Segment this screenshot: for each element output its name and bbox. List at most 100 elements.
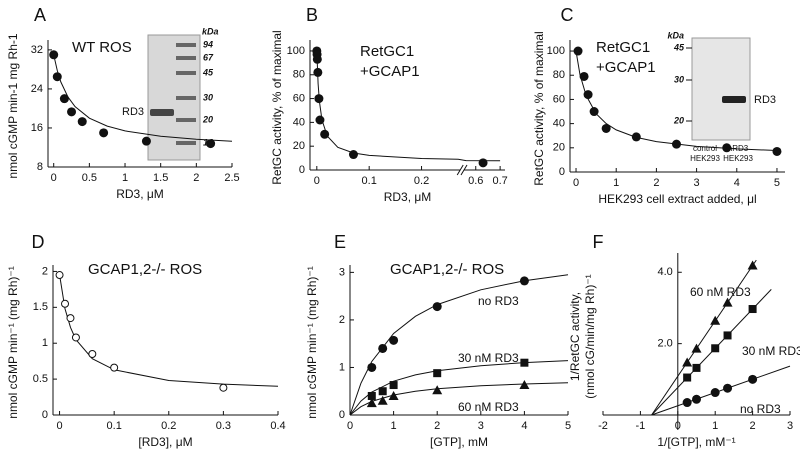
series-label: 60 nM RD3 xyxy=(690,285,751,299)
marker xyxy=(141,136,151,146)
gel-band-label: RD3 xyxy=(122,106,144,118)
y-axis-label: (nmol cG/min/mg Rh)⁻¹ xyxy=(583,274,597,398)
y-tick-label: 2 xyxy=(339,314,345,326)
gel-ladder-band xyxy=(176,96,196,100)
series-label: no RD3 xyxy=(740,402,781,416)
marker xyxy=(61,299,70,308)
gel-marker-label: 30 xyxy=(203,92,213,102)
marker xyxy=(722,297,733,307)
gel-lane-label: HEK293 xyxy=(723,154,753,163)
marker xyxy=(206,139,216,149)
panel-letter: C xyxy=(561,5,574,25)
y-tick-label: 1.5 xyxy=(33,301,48,313)
y-tick-label: 80 xyxy=(293,69,305,81)
y-tick-label: 0.5 xyxy=(33,373,48,385)
gel-ladder-band xyxy=(176,141,196,145)
y-tick-label: 24 xyxy=(31,83,43,95)
marker xyxy=(314,94,324,104)
marker xyxy=(722,143,732,153)
x-tick-label: 1 xyxy=(122,172,128,184)
gel-lane-label: HEK293 xyxy=(690,154,720,163)
marker xyxy=(55,271,64,280)
marker xyxy=(59,94,69,104)
panel: F -2 -1 0 1 2 3 2.0 4.0 1/[GTP], mM⁻¹ 1/RetGC acti… xyxy=(568,232,800,449)
x-tick-label: 0 xyxy=(675,420,681,432)
marker xyxy=(520,358,529,367)
marker xyxy=(711,344,720,353)
marker xyxy=(682,357,693,367)
marker xyxy=(378,387,387,396)
x-tick-label: 0.2 xyxy=(161,420,176,432)
annotation: WT ROS xyxy=(72,39,132,56)
marker xyxy=(313,67,323,77)
marker xyxy=(683,373,692,382)
panel-letter: D xyxy=(32,232,45,252)
gel-ladder-band xyxy=(176,118,196,122)
x-tick-label: 3 xyxy=(478,420,484,432)
series-label: no RD3 xyxy=(478,294,519,308)
marker xyxy=(433,369,442,378)
x-tick-label: 1.5 xyxy=(153,172,168,184)
y-axis-label: nmol cGMP min⁻¹ (mg Rh)⁻¹ xyxy=(305,266,319,418)
marker xyxy=(519,276,529,286)
series-label: 30 nM RD3 xyxy=(742,344,800,358)
marker xyxy=(66,314,75,323)
x-tick-label: 0 xyxy=(56,420,62,432)
gel-band xyxy=(722,96,746,103)
x-tick-label: 1 xyxy=(613,177,619,189)
marker xyxy=(377,395,388,405)
gel-marker-label: 94 xyxy=(203,39,213,49)
y-tick-label: 4.0 xyxy=(658,266,673,278)
marker xyxy=(631,132,641,142)
gel-ladder-band xyxy=(176,71,196,75)
gel-band-label: RD3 xyxy=(754,94,776,106)
x-tick-label: 0.7 xyxy=(492,175,507,187)
marker xyxy=(88,349,97,358)
marker xyxy=(388,390,399,400)
y-tick-label: 100 xyxy=(547,45,565,57)
marker xyxy=(691,343,702,353)
x-tick-label: 2 xyxy=(193,172,199,184)
y-tick-label: 0 xyxy=(299,164,305,176)
y-tick-label: 2 xyxy=(42,265,48,277)
x-tick-label: 2 xyxy=(653,177,659,189)
marker xyxy=(320,129,330,139)
x-tick-label: 0.6 xyxy=(468,175,483,187)
gel-marker-label: 20 xyxy=(202,114,213,124)
annotation: +GCAP1 xyxy=(596,59,656,76)
marker xyxy=(52,72,62,82)
series-label: 60 nM RD3 xyxy=(458,400,519,414)
y-tick-label: 80 xyxy=(553,69,565,81)
panel: B 0 0.1 0.2 0.6 0.7 0 20 40 60 80 100 RD3, μM RetGC a… xyxy=(270,5,508,204)
y-axis-label: nmol cGMP min-1 mg Rh-1 xyxy=(6,33,20,178)
x-tick-label: 0 xyxy=(51,172,57,184)
y-tick-label: 0 xyxy=(559,166,565,178)
x-tick-label: 3 xyxy=(694,177,700,189)
y-tick-label: 60 xyxy=(553,93,565,105)
panel-letter: E xyxy=(334,232,346,252)
marker xyxy=(367,362,377,372)
annotation: RetGC1 xyxy=(360,43,414,60)
annotation: RetGC1 xyxy=(596,39,650,56)
marker xyxy=(348,150,358,160)
gel-marker-label: 45 xyxy=(202,67,214,77)
panel: E 0 1 2 3 4 5 0 1 2 3 [GTP], mM nmol cGMP min⁻¹ (mg … xyxy=(305,232,571,449)
gel-ladder-band xyxy=(176,43,196,47)
marker xyxy=(723,331,732,340)
chart-title: GCAP1,2-/- ROS xyxy=(390,261,504,278)
axis-break xyxy=(460,164,468,176)
gel xyxy=(691,37,751,141)
x-tick-label: 0 xyxy=(347,420,353,432)
marker xyxy=(432,385,443,395)
x-tick-label: 0.1 xyxy=(362,175,377,187)
annotation: +GCAP1 xyxy=(360,63,420,80)
gel-marker-label: 45 xyxy=(673,42,685,52)
axis-break xyxy=(456,164,464,176)
marker xyxy=(378,343,388,353)
y-axis-label: nmol cGMP min⁻¹ (mg Rh)⁻¹ xyxy=(6,266,20,418)
x-tick-label: 0 xyxy=(314,175,320,187)
panel-letter: A xyxy=(34,5,46,25)
marker xyxy=(671,139,681,149)
x-axis-label: 1/[GTP], mM⁻¹ xyxy=(657,435,735,449)
